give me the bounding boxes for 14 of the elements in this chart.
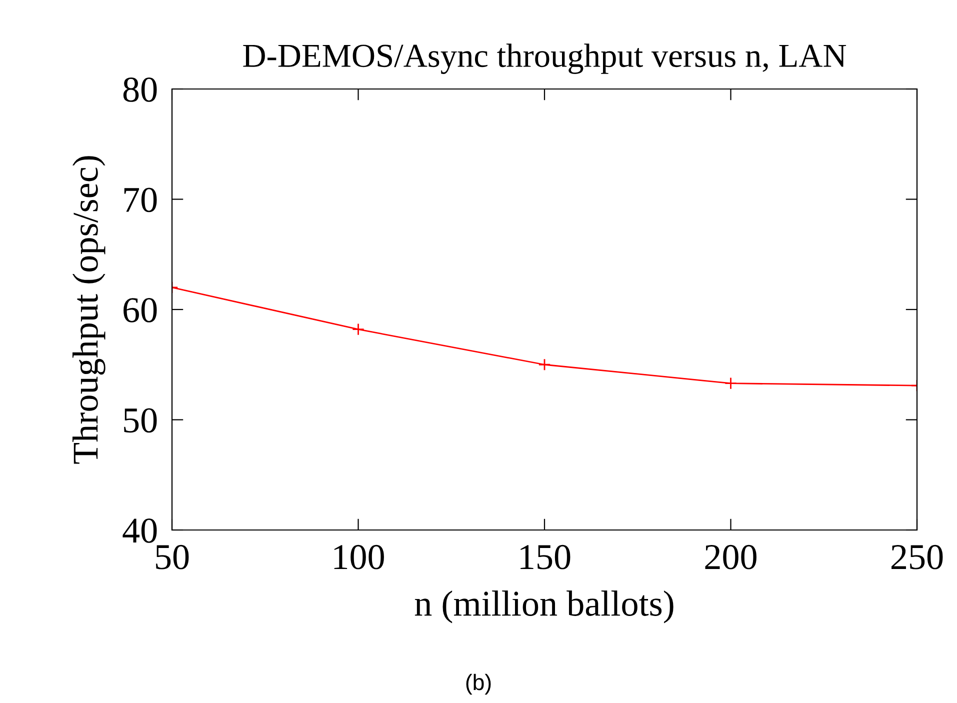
x-tick-label: 150 <box>520 544 570 570</box>
text: (b) <box>466 674 491 695</box>
y-tick-label: 40 <box>122 518 157 543</box>
x-tick-label: 100 <box>334 544 384 570</box>
chart-title: D-DEMOS/Async throughput versus n, LAN <box>243 44 846 74</box>
y-tick-label: 80 <box>123 78 157 102</box>
y-tick-label: 50 <box>124 408 157 433</box>
x-axis-title: n (million ballots) <box>414 590 674 624</box>
y-tick-label: 60 <box>124 298 157 322</box>
x-tick-label: 250 <box>892 544 943 570</box>
x-tick-label: 50 <box>156 544 189 570</box>
y-axis-title: Throughput (ops/sec) <box>72 156 106 464</box>
y-tick-label: 70 <box>124 188 157 212</box>
x-tick-label: 200 <box>705 544 756 570</box>
